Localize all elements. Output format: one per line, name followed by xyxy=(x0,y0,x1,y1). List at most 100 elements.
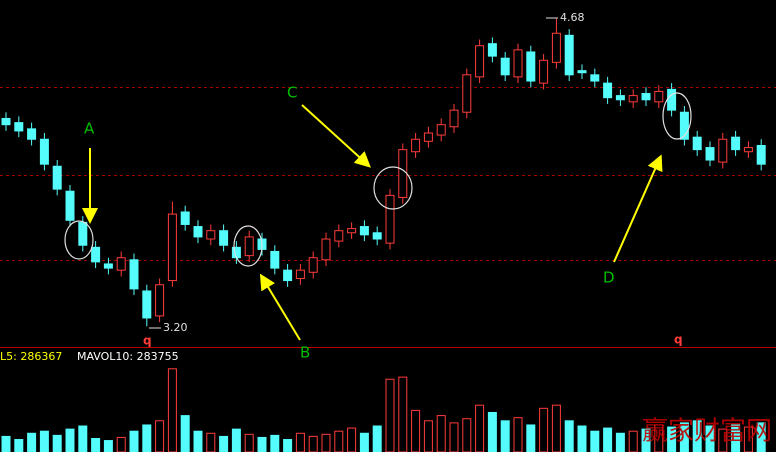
candle-body xyxy=(590,74,600,82)
candle-body xyxy=(308,257,318,273)
circle xyxy=(662,92,692,140)
candle-body xyxy=(14,122,24,132)
candle-body xyxy=(27,128,37,140)
candle-body xyxy=(103,263,113,269)
candle-body xyxy=(551,32,561,63)
candle-body xyxy=(1,117,11,126)
candle-body xyxy=(500,57,510,76)
candle-body xyxy=(487,43,497,57)
candle-body xyxy=(270,250,280,269)
volume-bar xyxy=(743,426,753,452)
candle-body xyxy=(244,236,254,257)
volume-bar xyxy=(705,425,715,452)
candle-body xyxy=(731,136,741,151)
volume-bar xyxy=(449,422,459,452)
volume-bar xyxy=(52,434,62,452)
volume-bar xyxy=(231,428,241,452)
candle-body xyxy=(718,138,728,163)
candle-body xyxy=(334,230,344,242)
extreme-arrows xyxy=(149,17,558,329)
candle-body xyxy=(462,74,472,113)
volume-bar xyxy=(603,427,613,452)
marker: q xyxy=(143,334,152,348)
volume-bar xyxy=(487,411,497,452)
legend-mavol10: MAVOL10: 283755 xyxy=(77,350,179,363)
candle-body xyxy=(78,221,88,246)
candle-body xyxy=(526,51,536,82)
candle-body xyxy=(513,49,523,78)
candle-body xyxy=(142,290,152,319)
arrow xyxy=(301,104,371,168)
volume-bar xyxy=(65,428,75,452)
circle xyxy=(64,220,94,260)
candle-body xyxy=(129,259,139,290)
volume-bar xyxy=(615,432,625,452)
volume-bar xyxy=(564,420,574,452)
candle-body xyxy=(206,230,216,240)
candle-body xyxy=(475,45,485,78)
candle-body xyxy=(193,226,203,238)
markers: q q xyxy=(143,333,683,348)
annotation: C xyxy=(287,84,297,102)
candle-body xyxy=(603,82,613,99)
volume-bar xyxy=(78,425,88,452)
candle-body xyxy=(564,34,574,76)
candle-body xyxy=(577,70,587,74)
volume-bar xyxy=(27,432,37,452)
volume-bar xyxy=(14,439,24,452)
volume-bar xyxy=(103,440,113,452)
volume-bar xyxy=(334,430,344,452)
candle-body xyxy=(347,228,357,234)
candle-body xyxy=(756,144,766,165)
candle-body xyxy=(705,147,715,161)
candle-body xyxy=(321,238,331,261)
volume-bar xyxy=(667,426,677,452)
volume-bar xyxy=(193,430,203,452)
volume-bar xyxy=(526,424,536,452)
volume-bar xyxy=(756,422,766,452)
annotation: A xyxy=(84,120,95,138)
arrows xyxy=(82,104,663,341)
candle-body xyxy=(654,90,664,103)
volume-bar xyxy=(180,415,190,452)
annotation: B xyxy=(300,344,310,362)
candle-body xyxy=(449,109,459,128)
candle-body xyxy=(219,230,229,246)
volume-bar xyxy=(321,433,331,452)
annotation-labels: A B C D xyxy=(84,84,615,362)
candle-body xyxy=(398,149,408,198)
candle-body xyxy=(641,93,651,101)
volume-bar xyxy=(270,434,280,452)
candle-body xyxy=(283,269,293,282)
candle-body xyxy=(295,269,305,279)
candle-body xyxy=(692,136,702,151)
volume-bar xyxy=(372,425,382,452)
circle xyxy=(373,166,413,210)
volume-bar xyxy=(129,430,139,452)
candle-body xyxy=(539,59,549,84)
candle-body xyxy=(359,226,369,236)
volume-bar xyxy=(244,433,254,452)
volume-bar xyxy=(679,422,689,452)
candle-body xyxy=(52,165,62,190)
candle-body xyxy=(116,257,126,271)
circle xyxy=(233,225,263,267)
volume-bar xyxy=(359,432,369,452)
volume-bar xyxy=(116,436,126,452)
legend-vol5: L5: 286367 xyxy=(0,350,62,363)
candle-body xyxy=(65,190,75,221)
annotation: D xyxy=(603,269,615,287)
volume-bar xyxy=(142,424,152,452)
volume-bar xyxy=(590,430,600,452)
candle-body xyxy=(167,213,177,282)
volume-bar xyxy=(577,425,587,452)
volume-bar xyxy=(539,407,549,452)
candle-body xyxy=(180,211,190,225)
volume-bar xyxy=(500,420,510,452)
volume-bar xyxy=(385,378,395,452)
volume-bar xyxy=(39,430,49,452)
min-label: 3.20 xyxy=(163,321,188,334)
volume-bar xyxy=(91,437,101,452)
volume-bar xyxy=(219,435,229,452)
